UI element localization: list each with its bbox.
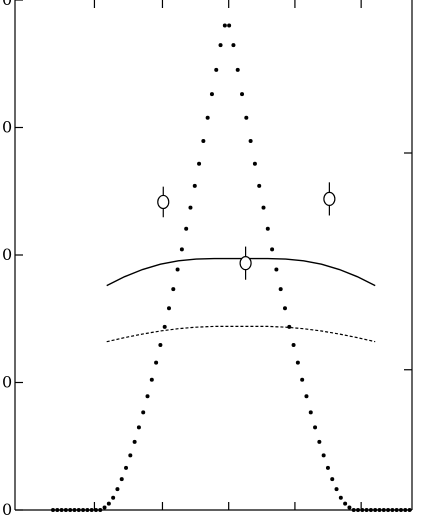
data-point xyxy=(115,487,120,492)
data-point xyxy=(68,508,73,512)
data-point xyxy=(407,508,412,512)
data-point xyxy=(171,287,176,292)
data-point xyxy=(364,508,369,512)
data-point xyxy=(136,425,141,430)
data-point xyxy=(291,343,296,348)
data-point xyxy=(368,508,373,512)
x-axis-ticks xyxy=(93,0,362,510)
data-point xyxy=(403,508,408,512)
data-point xyxy=(377,508,382,512)
data-point xyxy=(330,477,335,482)
data-point xyxy=(278,287,283,292)
data-point xyxy=(51,508,55,512)
data-point xyxy=(124,465,129,470)
data-point xyxy=(184,226,189,231)
data-point xyxy=(55,508,60,512)
data-point xyxy=(85,508,90,512)
data-point xyxy=(338,495,343,500)
data-point xyxy=(93,508,98,512)
data-point xyxy=(295,360,300,365)
data-point xyxy=(128,453,133,458)
plot-frame xyxy=(14,0,413,511)
data-point xyxy=(132,439,137,444)
data-point xyxy=(240,92,245,97)
data-point xyxy=(343,501,348,506)
data-point xyxy=(209,92,214,97)
data-point xyxy=(282,306,287,311)
data-point xyxy=(398,508,403,512)
data-point xyxy=(141,410,146,415)
data-point xyxy=(308,410,313,415)
data-point xyxy=(162,324,167,329)
data-point xyxy=(192,183,197,188)
data-point xyxy=(304,394,309,399)
data-point xyxy=(89,508,94,512)
dashed-series-line xyxy=(106,325,376,343)
data-point xyxy=(386,508,391,512)
data-point xyxy=(63,508,68,512)
data-point xyxy=(149,377,154,382)
data-point xyxy=(205,115,210,120)
data-point xyxy=(261,205,266,210)
data-point xyxy=(351,508,356,512)
data-point xyxy=(197,161,202,166)
data-point xyxy=(154,360,159,365)
data-point xyxy=(106,501,111,506)
y-axis-ticks xyxy=(15,0,412,511)
data-point xyxy=(175,267,180,272)
data-point xyxy=(360,508,365,512)
data-point xyxy=(373,508,378,512)
data-point xyxy=(356,508,361,512)
data-point xyxy=(394,508,399,512)
y-tick-labels: 0 0 0 0 0 xyxy=(2,0,12,515)
data-point xyxy=(81,508,86,512)
data-point xyxy=(248,139,253,144)
data-point xyxy=(222,23,227,28)
y-tick-label: 0 xyxy=(2,118,12,137)
data-point xyxy=(347,505,352,510)
data-point xyxy=(244,115,249,120)
open-circle-marker xyxy=(239,256,252,271)
data-point xyxy=(317,439,322,444)
data-point xyxy=(265,226,270,231)
data-point xyxy=(300,377,305,382)
data-point xyxy=(102,505,107,510)
data-point xyxy=(201,139,206,144)
data-point xyxy=(98,508,103,512)
y-tick-label: 0 xyxy=(2,373,12,392)
data-point xyxy=(334,487,339,492)
chart-marks xyxy=(51,23,412,512)
open-circle-marker xyxy=(157,194,170,210)
data-point xyxy=(72,508,77,512)
data-point xyxy=(257,183,262,188)
data-point xyxy=(252,161,257,166)
data-point xyxy=(321,453,326,458)
data-point xyxy=(166,306,171,311)
y-tick-label: 0 xyxy=(2,500,12,515)
data-point xyxy=(313,425,318,430)
data-point xyxy=(179,247,184,252)
data-point xyxy=(158,343,163,348)
data-point xyxy=(218,43,223,48)
data-point xyxy=(274,267,279,272)
data-point xyxy=(231,43,236,48)
data-point xyxy=(235,67,240,72)
data-point xyxy=(325,465,330,470)
open-circle-marker xyxy=(323,191,336,206)
data-point xyxy=(188,205,193,210)
data-point xyxy=(111,495,116,500)
data-point xyxy=(119,477,124,482)
data-point xyxy=(145,394,150,399)
y-tick-label: 0 xyxy=(2,0,12,9)
y-tick-label: 0 xyxy=(2,245,12,264)
data-point xyxy=(214,67,219,72)
data-point xyxy=(381,508,386,512)
data-point xyxy=(227,23,232,28)
data-point xyxy=(59,508,64,512)
data-point xyxy=(270,247,275,252)
data-point xyxy=(390,508,395,512)
data-point xyxy=(76,508,81,512)
